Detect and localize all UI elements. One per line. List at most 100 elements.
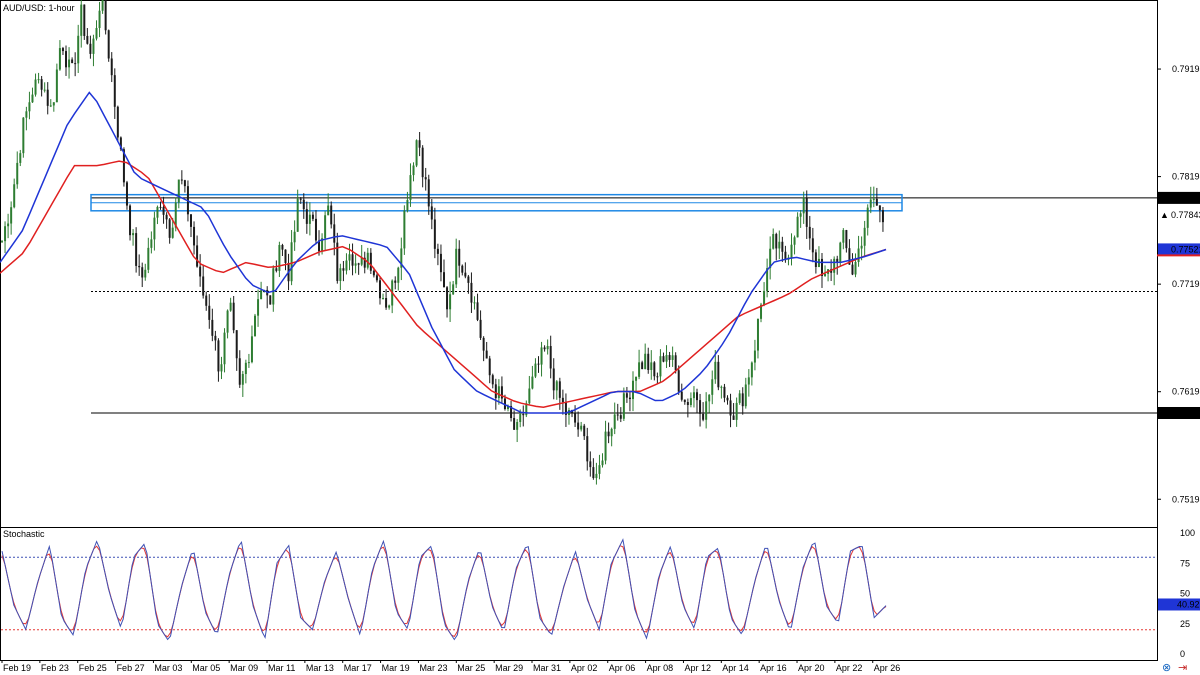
candle-body xyxy=(80,4,83,36)
candle-body xyxy=(290,242,293,282)
candle-body xyxy=(388,305,391,308)
candle-body xyxy=(446,287,449,310)
candle-body xyxy=(61,48,64,52)
candle-body xyxy=(677,370,680,392)
candle-body xyxy=(403,210,406,249)
candle-body xyxy=(220,364,223,372)
candle-body xyxy=(132,233,135,236)
candle-body xyxy=(580,425,583,430)
candle-body xyxy=(458,248,461,266)
candle-body xyxy=(314,218,317,241)
candle-body xyxy=(7,223,10,227)
candle-body xyxy=(95,27,98,39)
link-icon[interactable]: ⊗ xyxy=(1162,662,1171,674)
candle-body xyxy=(592,467,595,479)
ma-price-badge: 0.77521 xyxy=(1171,244,1200,254)
candle-body xyxy=(753,350,756,363)
candle-body xyxy=(595,473,598,479)
candle-body xyxy=(631,380,634,400)
date-label: Mar 11 xyxy=(268,663,295,673)
date-label: Mar 17 xyxy=(344,663,372,673)
candle-body xyxy=(583,425,586,437)
candle-body xyxy=(107,30,110,59)
candle-body xyxy=(25,111,28,118)
candle-body xyxy=(247,362,250,364)
candle-body xyxy=(177,179,180,203)
candle-body xyxy=(19,153,22,163)
date-label: Feb 27 xyxy=(117,663,145,673)
candle-body xyxy=(141,267,144,278)
date-label: Apr 14 xyxy=(722,663,749,673)
candle-body xyxy=(452,284,455,295)
candle-body xyxy=(153,217,156,240)
candle-body xyxy=(766,268,769,291)
candle-body xyxy=(336,242,339,281)
candle-body xyxy=(37,79,40,81)
candle-body xyxy=(382,297,385,299)
candle-body xyxy=(430,206,433,220)
candle-body xyxy=(250,336,253,363)
candle-body xyxy=(55,69,58,103)
candle-body xyxy=(540,347,543,365)
chart-control-icons[interactable]: ⊗ ⇥ xyxy=(1162,662,1187,674)
candle-body xyxy=(214,335,217,341)
date-label: Feb 19 xyxy=(3,663,31,673)
candle-body xyxy=(696,392,699,401)
candle-body xyxy=(327,205,330,216)
date-label: Mar 09 xyxy=(230,663,258,673)
candle-body xyxy=(138,265,141,268)
candle-body xyxy=(692,392,695,399)
candle-body xyxy=(628,397,631,400)
candle-body xyxy=(333,224,336,243)
candle-body xyxy=(229,302,232,311)
candle-body xyxy=(4,226,7,242)
candle-body xyxy=(125,182,128,206)
candle-body xyxy=(375,275,378,281)
stochastic-k-line xyxy=(1,538,887,641)
candle-body xyxy=(805,197,808,227)
stochastic-current-value: 40.92 xyxy=(1177,599,1200,609)
candle-body xyxy=(311,214,314,219)
candle-body xyxy=(842,230,845,243)
candle-body xyxy=(211,319,214,336)
candle-body xyxy=(574,412,577,423)
candle-body xyxy=(778,241,781,249)
candle-body xyxy=(641,362,644,370)
resistance-price-badge-bg xyxy=(1158,191,1200,204)
candle-body xyxy=(491,375,494,385)
candle-body xyxy=(872,198,875,200)
candle-body xyxy=(510,405,513,419)
candle-body xyxy=(662,356,665,362)
candle-body xyxy=(397,267,400,283)
candle-body xyxy=(729,400,732,416)
price-tick-label: 0.76198 xyxy=(1172,387,1200,397)
candle-body xyxy=(281,245,284,250)
candle-body xyxy=(619,415,622,419)
candle-body xyxy=(503,398,506,410)
scroll-end-icon[interactable]: ⇥ xyxy=(1178,662,1187,674)
candle-body xyxy=(537,363,540,365)
date-label: Mar 25 xyxy=(457,663,485,673)
candle-body xyxy=(418,140,421,148)
date-label: Mar 03 xyxy=(154,663,182,673)
candle-body xyxy=(378,280,381,299)
candle-body xyxy=(254,315,257,337)
candle-body xyxy=(13,184,16,208)
candle-body xyxy=(433,219,436,249)
candle-body xyxy=(543,347,546,350)
candle-body xyxy=(284,249,287,263)
candle-body xyxy=(708,394,711,402)
candle-body xyxy=(857,248,860,263)
candle-body xyxy=(848,248,851,265)
candle-body xyxy=(860,245,863,249)
candle-body xyxy=(241,374,244,385)
candle-body xyxy=(799,213,802,217)
candle-body xyxy=(308,214,311,224)
candle-body xyxy=(601,460,604,466)
candle-body xyxy=(814,252,817,267)
candle-body xyxy=(52,102,55,106)
candle-body xyxy=(302,199,305,210)
candle-body xyxy=(98,10,101,28)
candle-body xyxy=(500,386,503,399)
